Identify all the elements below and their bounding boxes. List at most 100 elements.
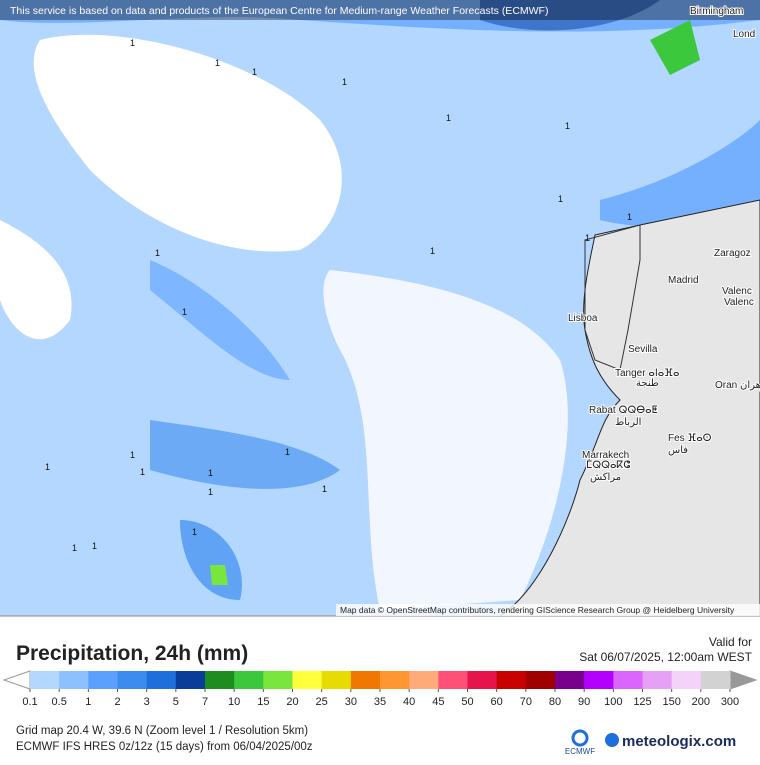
city-label: Oran [715, 380, 737, 391]
valid-label: Valid for [709, 635, 752, 649]
ecmwf-label: ECMWF [565, 747, 595, 756]
city-label: الرباط [615, 417, 641, 428]
scale-label: 2 [114, 696, 120, 708]
city-label: وهران [740, 380, 760, 391]
contour-label: 1 [192, 527, 197, 537]
scale-label: 30 [345, 696, 357, 708]
city-label: Lond [733, 29, 755, 40]
scale-label: 25 [316, 696, 328, 708]
scale-swatch [234, 671, 264, 689]
model-info: ECMWF IFS HRES 0z/12z (15 days) from 06/… [16, 741, 313, 753]
scale-swatch [671, 671, 702, 689]
scale-swatch [613, 671, 643, 689]
contour-label: 1 [130, 450, 135, 460]
scale-swatch [263, 671, 293, 689]
contour-label: 1 [215, 58, 220, 68]
grid-info: Grid map 20.4 W, 39.6 N (Zoom level 1 / … [16, 725, 308, 737]
scale-label: 7 [202, 696, 208, 708]
contour-label: 1 [322, 484, 327, 494]
city-label: طنجة [636, 378, 659, 389]
city-label: فاس [668, 445, 688, 456]
contour-label: 1 [285, 447, 290, 457]
scale-swatch [700, 671, 731, 689]
contour-label: 1 [565, 121, 570, 131]
scale-swatch [525, 671, 556, 689]
contour-label: 1 [140, 467, 145, 477]
scale-label: 35 [374, 696, 386, 708]
brand: meteologix.com [622, 733, 736, 750]
scale-swatch [555, 671, 585, 689]
city-label: Zaragoz [714, 248, 751, 259]
city-label: Sevilla [628, 344, 658, 355]
city-label: Birmingham [690, 6, 743, 17]
scale-label: 200 [692, 696, 710, 708]
map: This service is based on data and produc… [0, 0, 760, 617]
scale-label: 15 [257, 696, 269, 708]
contour-label: 1 [252, 67, 257, 77]
scale-label: 40 [403, 696, 415, 708]
scale-swatch [292, 671, 323, 689]
contour-label: 1 [342, 77, 347, 87]
legend-title: Precipitation, 24h (mm) [16, 642, 248, 665]
city-label: Tanger ⴰⵏⴰⴼⴰ [615, 368, 679, 379]
contour-label: 1 [182, 307, 187, 317]
scale-label: 70 [520, 696, 532, 708]
scale-swatch [117, 671, 148, 689]
contour-label: 1 [208, 468, 213, 478]
city-label: Fes ⴼⴰⵙ [668, 433, 712, 444]
scale-label: 1 [85, 696, 91, 708]
city-label: Valenc [724, 297, 754, 308]
scale-swatch [380, 671, 410, 689]
contour-label: 1 [627, 212, 632, 222]
scale-swatch [467, 671, 498, 689]
contour-label: 1 [45, 462, 50, 472]
scale-swatch [146, 671, 177, 689]
contour-label: 1 [558, 194, 563, 204]
attribution: This service is based on data and produc… [10, 5, 548, 17]
scale-label: 10 [228, 696, 240, 708]
city-label: Valenc [722, 286, 752, 297]
scale-arrow-low [2, 670, 31, 690]
city-label: Madrid [668, 275, 699, 286]
map-credits: Map data © OpenStreetMap contributors, r… [340, 605, 735, 615]
scale-swatch [584, 671, 614, 689]
valid-time: Sat 06/07/2025, 12:00am WEST [579, 650, 752, 664]
brand-logo [605, 733, 619, 747]
scale-label: 0.1 [22, 696, 37, 708]
scale-label: 60 [491, 696, 503, 708]
scale-label: 20 [286, 696, 298, 708]
scale-label: 125 [633, 696, 651, 708]
scale-swatch [88, 671, 118, 689]
scale-label: 100 [604, 696, 622, 708]
contour-label: 1 [155, 248, 160, 258]
scale-label: 3 [144, 696, 150, 708]
scale-swatch [438, 671, 468, 689]
scale-swatch [409, 671, 439, 689]
city-label: Rabat ⵕⵕⴱⴰⵟ [589, 405, 658, 416]
contour-label: 1 [446, 113, 451, 123]
scale-label: 5 [173, 696, 179, 708]
scale-swatch [496, 671, 527, 689]
city-label: Marrakech [582, 450, 629, 461]
scale-swatch [59, 671, 89, 689]
scale-label: 50 [461, 696, 473, 708]
contour-label: 1 [72, 543, 77, 553]
scale-label: 80 [549, 696, 561, 708]
scale-swatch [175, 671, 206, 689]
scale-label: 0.5 [52, 696, 67, 708]
city-label: ⵎⵕⵕⴰⴽⵛ [586, 460, 630, 471]
scale-label: 150 [662, 696, 680, 708]
scale-swatch [205, 671, 235, 689]
scale-arrow-high [729, 670, 758, 690]
contour-label: 1 [585, 233, 590, 243]
contour-label: 1 [130, 38, 135, 48]
scale-label: 45 [432, 696, 444, 708]
scale-label: 90 [578, 696, 590, 708]
scale-swatch [321, 671, 352, 689]
contour-label: 1 [92, 541, 97, 551]
city-label: Lisboa [568, 313, 598, 324]
contour-label: 1 [430, 246, 435, 256]
ecmwf-logo [571, 729, 589, 747]
contour-label: 1 [208, 487, 213, 497]
